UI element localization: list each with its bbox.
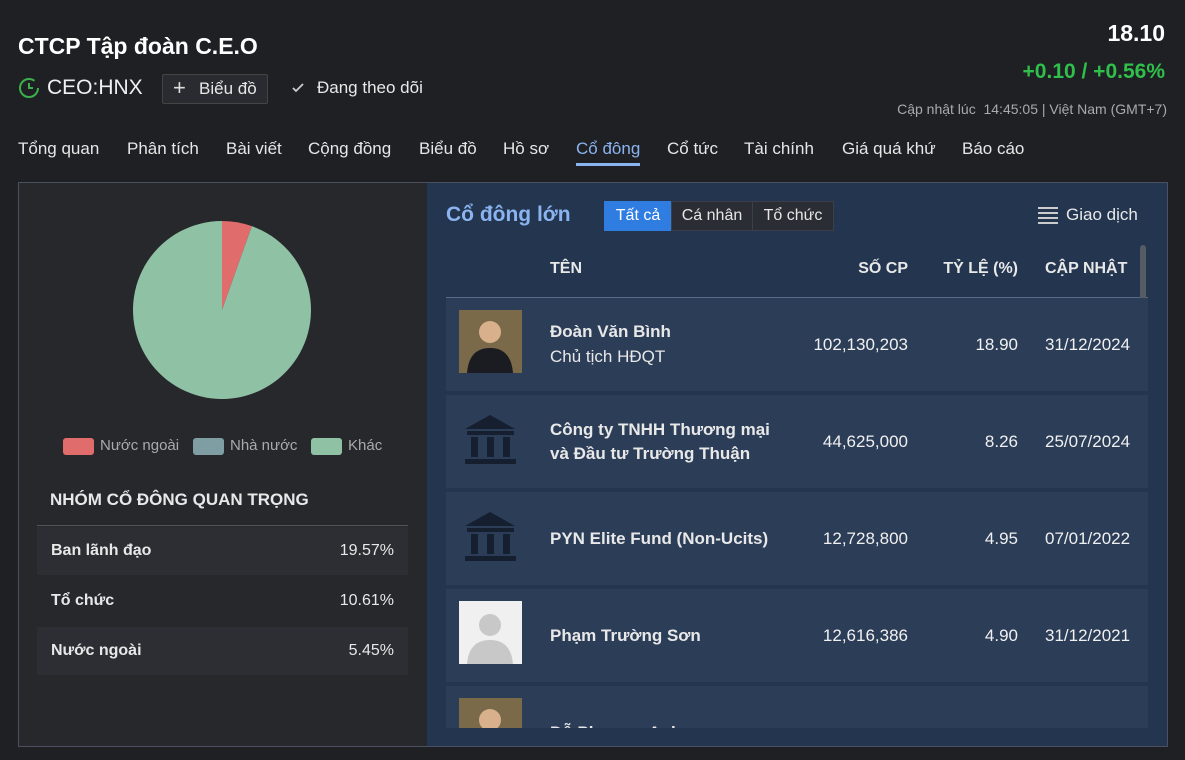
shares: 102,130,203	[813, 335, 908, 354]
avatar	[459, 601, 522, 664]
tab[interactable]: Báo cáo	[962, 139, 1025, 158]
key-groups-title: NHÓM CỔ ĐÔNG QUAN TRỌNG	[50, 490, 309, 509]
filter-button[interactable]: Tổ chức	[752, 201, 834, 231]
shares: 12,616,386	[822, 626, 908, 645]
shares: 44,625,000	[822, 432, 908, 451]
updated: Cập nhật lúc 14:45:05 | Việt Nam (GMT+7)	[897, 101, 1167, 117]
legend-swatch	[63, 438, 94, 455]
ratio: 8.26	[984, 432, 1018, 451]
tab[interactable]: Giá quá khứ	[842, 139, 936, 158]
divider	[37, 525, 408, 526]
name-cell: PYN Elite Fund (Non-Ucits)	[550, 492, 790, 585]
pie-slice	[222, 221, 252, 310]
change: +0.10 / +0.56%	[1022, 60, 1165, 83]
title: CTCP Tập đoàn C.E.O	[18, 33, 258, 59]
key-value: 10.61%	[339, 592, 394, 609]
shareholders-title: Cổ đông lớn	[446, 203, 571, 226]
column-header: TÊN	[550, 260, 582, 277]
key-row: Tổ chức 10.61%	[37, 577, 408, 625]
shareholder-name: PYN Elite Fund (Non-Ucits)	[550, 528, 769, 548]
avatar	[459, 310, 522, 373]
tab[interactable]: Cổ tức	[667, 139, 719, 158]
key-value: 5.45%	[348, 642, 394, 659]
shareholder-name: Phạm Trường Sơn	[550, 625, 701, 645]
clock-icon	[19, 78, 39, 98]
column-header: CẬP NHẬT	[1045, 260, 1128, 277]
legend-label: Khác	[348, 437, 383, 454]
avatar	[459, 407, 522, 470]
legend-label: Nhà nước	[230, 437, 298, 454]
avatar	[459, 698, 522, 728]
chart-button[interactable]: + Biểu đồ	[162, 74, 268, 104]
table-row: Phạm Trường Sơn 12,616,386 4.90 31/12/2021	[446, 589, 1148, 682]
table-row: PYN Elite Fund (Non-Ucits) 12,728,800 4.95…	[446, 492, 1148, 585]
tab[interactable]: Phân tích	[127, 139, 199, 158]
tab[interactable]: Tài chính	[744, 139, 814, 158]
tab[interactable]: Bài viết	[226, 139, 282, 158]
key-label: Tổ chức	[51, 592, 115, 609]
chart-button-label: Biểu đồ	[199, 79, 257, 98]
price: 18.10	[1107, 20, 1165, 46]
date: 31/12/2021	[1045, 626, 1131, 645]
date: 07/01/2022	[1045, 529, 1131, 548]
ratio: 18.90	[975, 335, 1018, 354]
table-row: Đỗ Phương Anh	[446, 686, 1148, 728]
table-row: Công ty TNHH Thương mại và Đầu tư Trường…	[446, 395, 1148, 488]
header-line	[446, 297, 1148, 298]
list-icon	[1038, 207, 1058, 224]
ratio: 4.95	[984, 529, 1018, 548]
shares: 12,728,800	[822, 529, 908, 548]
key-value: 19.57%	[339, 542, 394, 559]
filter-button[interactable]: Tất cả	[604, 201, 672, 231]
name-cell: Công ty TNHH Thương mại và Đầu tư Trường…	[550, 395, 790, 488]
column-header: SỐ CP	[858, 260, 908, 277]
filter-button[interactable]: Cá nhân	[671, 201, 753, 231]
tab[interactable]: Tổng quan	[18, 139, 100, 158]
key-label: Nước ngoài	[51, 642, 142, 659]
check-icon	[292, 83, 304, 93]
pie-slice	[133, 221, 311, 399]
legend-swatch	[311, 438, 342, 455]
tab[interactable]: Cổ đông	[576, 139, 641, 166]
date: 25/07/2024	[1045, 432, 1131, 451]
key-label: Ban lãnh đạo	[51, 542, 152, 559]
shareholder-name: Đỗ Phương Anh	[550, 721, 790, 729]
scrollbar[interactable]	[1140, 245, 1146, 300]
pie-chart	[133, 221, 311, 399]
key-row: Ban lãnh đạo 19.57%	[37, 527, 408, 575]
avatar	[459, 504, 522, 567]
shareholder-name: Công ty TNHH Thương mại và Đầu tư Trường…	[550, 419, 770, 463]
name-cell: Đỗ Phương Anh	[550, 686, 790, 729]
column-header: TỶ LỆ (%)	[943, 260, 1018, 277]
key-row: Nước ngoài 5.45%	[37, 627, 408, 675]
legend-swatch	[193, 438, 224, 455]
tab[interactable]: Hồ sơ	[503, 139, 550, 158]
shareholder-name: Đoàn Văn Bình	[550, 321, 671, 341]
tab[interactable]: Cộng đồng	[308, 139, 392, 158]
trade-button[interactable]: Giao dịch	[1066, 205, 1138, 224]
legend-label: Nước ngoài	[100, 437, 180, 454]
ratio: 4.90	[984, 626, 1018, 645]
name-cell: Đoàn Văn Bình Chủ tịch HĐQT	[550, 298, 790, 391]
table-body: Đoàn Văn Bình Chủ tịch HĐQT 102,130,203 18.…	[446, 298, 1148, 728]
name-cell: Phạm Trường Sơn	[550, 589, 790, 682]
tab[interactable]: Biểu đồ	[419, 139, 477, 158]
table-row: Đoàn Văn Bình Chủ tịch HĐQT 102,130,203 18.…	[446, 298, 1148, 391]
ticker: CEO:HNX	[47, 76, 143, 99]
shareholder-role: Chủ tịch HĐQT	[550, 346, 666, 366]
date: 31/12/2024	[1045, 335, 1131, 354]
follow[interactable]: Đang theo dõi	[317, 78, 423, 97]
